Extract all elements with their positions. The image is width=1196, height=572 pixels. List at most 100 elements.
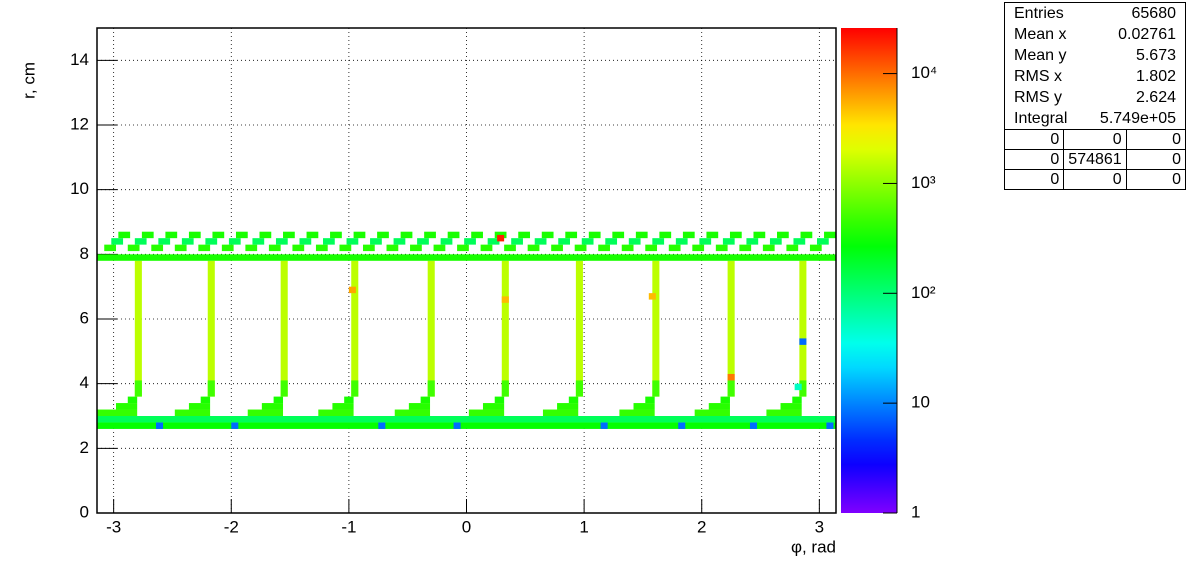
cell (799, 380, 807, 397)
cell (306, 231, 319, 239)
cell (777, 231, 789, 239)
cell (141, 231, 154, 239)
cell (558, 238, 571, 245)
stats-value: 5.749e+05 (1099, 110, 1176, 127)
cell (370, 238, 382, 245)
z-tick-label: 10² (911, 283, 936, 302)
stats-value: 5.673 (1135, 47, 1176, 64)
cell (612, 231, 625, 239)
cell (668, 244, 681, 252)
cell (487, 238, 500, 245)
cell (619, 409, 655, 416)
chart: r, cm φ, rad -3 -2 -1 0 1 2 30246810121411010²… (19, 27, 937, 556)
x-tick-label: -2 (224, 517, 239, 536)
stats-grid-cell: 0 (1063, 169, 1127, 189)
cell (348, 286, 356, 294)
cell (410, 244, 422, 252)
cell (541, 231, 554, 239)
cell (273, 396, 284, 404)
cell (231, 422, 239, 429)
cell (318, 409, 354, 416)
stats-value: 2.624 (1135, 89, 1176, 106)
cell (652, 238, 665, 245)
cell (645, 244, 658, 252)
cell (494, 396, 505, 404)
cell (188, 403, 211, 410)
cell (134, 260, 142, 397)
stats-grid-cell: 0 (1005, 169, 1065, 189)
cell (708, 403, 730, 410)
y-tick-label: 14 (70, 50, 89, 69)
cell (323, 238, 335, 245)
cell (315, 244, 328, 252)
plot-frame (96, 27, 837, 514)
stats-grid-cell: 0 (1005, 149, 1065, 170)
cell (200, 396, 211, 404)
cell (252, 238, 265, 245)
cell (346, 238, 359, 245)
cell (645, 396, 655, 404)
stats-row: Integral 5.749e+05 (1005, 108, 1185, 129)
stats-value: 0.02761 (1118, 26, 1176, 43)
cell (635, 231, 648, 239)
stats-grid-cell: 0 (1125, 169, 1185, 189)
z-tick-label: 1 (911, 502, 920, 521)
cell (809, 244, 822, 252)
cell (692, 244, 705, 252)
cell (621, 244, 634, 252)
stats-label: Entries (1014, 5, 1064, 22)
cell (292, 244, 305, 252)
cell (378, 422, 386, 429)
cell (261, 403, 284, 410)
cell (551, 244, 563, 252)
cell (344, 396, 354, 404)
cell (588, 231, 601, 239)
cell (283, 231, 295, 239)
x-tick-label: 3 (815, 517, 824, 536)
cell (600, 422, 608, 429)
cell (97, 254, 836, 261)
cell (739, 244, 752, 252)
stats-label: Mean x (1014, 26, 1067, 43)
cell (330, 231, 342, 239)
cell (174, 409, 211, 416)
cell (682, 231, 695, 239)
stats-value: 65680 (1131, 5, 1177, 22)
cell (433, 244, 446, 252)
cell (127, 396, 138, 404)
stats-row: RMS x 1.802 (1005, 66, 1185, 87)
cell (245, 244, 258, 252)
stats-value: 1.802 (1135, 68, 1176, 85)
x-tick-label: -3 (106, 517, 121, 536)
stats-grid-cell: 0 (1125, 129, 1185, 150)
cell (824, 231, 836, 239)
cell (800, 231, 813, 239)
cell (207, 380, 215, 397)
cell (377, 231, 389, 239)
cell (727, 260, 735, 397)
cell (97, 422, 836, 429)
cell (729, 231, 742, 239)
cell (501, 260, 509, 397)
cell (155, 422, 164, 429)
y-tick-label: 2 (80, 438, 89, 457)
cell (275, 238, 288, 245)
cell (111, 238, 124, 245)
cell (205, 238, 218, 245)
cell (134, 380, 142, 397)
cell (165, 231, 178, 239)
cell (386, 244, 399, 252)
cell (527, 244, 540, 252)
cell (557, 403, 579, 410)
cell (116, 403, 138, 410)
stats-row: RMS y 2.624 (1005, 87, 1185, 108)
y-tick-label: 0 (80, 502, 89, 521)
cell (480, 244, 493, 252)
x-tick-label: 1 (579, 517, 588, 536)
stats-grid-cell: 0 (1125, 149, 1185, 170)
cell (501, 380, 509, 397)
cell (633, 403, 655, 410)
cell (678, 422, 686, 429)
